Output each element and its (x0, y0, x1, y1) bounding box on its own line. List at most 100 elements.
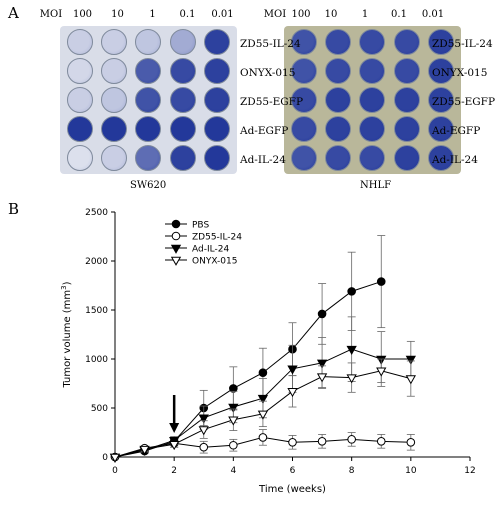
legend-label: ZD55-IL-24 (192, 233, 242, 243)
data-point (139, 445, 150, 455)
plate-well (203, 87, 230, 113)
plate-well (393, 58, 420, 84)
x-tick-label: 6 (290, 466, 296, 476)
panel-a-label: A (8, 4, 19, 22)
plate-well (325, 116, 352, 142)
plate-well (67, 145, 94, 171)
data-point (376, 437, 386, 446)
plate-well (291, 29, 318, 55)
data-point (228, 403, 239, 413)
data-point (347, 435, 356, 444)
moi-header-left: MOI 100 10 1 0.1 0.01 (37, 9, 240, 20)
plate-well (359, 87, 386, 113)
legend-marker (171, 231, 181, 241)
row-label: Ad-EGFP (432, 125, 481, 137)
y-tick-label: 0 (102, 453, 108, 463)
moi-label: MOI (39, 9, 63, 20)
moi-0.1: 0.1 (179, 9, 196, 20)
data-point (257, 394, 269, 405)
plate-well (427, 145, 454, 171)
data-point (287, 388, 298, 398)
moi-1: 1 (149, 9, 156, 20)
data-point (316, 359, 328, 369)
plate-well (291, 58, 318, 84)
moi-10: 10 (111, 9, 124, 20)
plate-well (393, 87, 420, 113)
plate-well (169, 58, 196, 84)
moi-header-right: MOI 100 10 1 0.1 0.01 (262, 9, 450, 20)
plate-well (203, 116, 230, 142)
data-point (346, 345, 357, 356)
moi-label: MOI (263, 9, 287, 20)
plate-well (325, 29, 352, 55)
data-point (198, 414, 209, 424)
row-label: Ad-IL-24 (240, 154, 286, 166)
row-label: ONYX-015 (240, 67, 296, 79)
plate-well (67, 116, 94, 142)
plate-well (101, 116, 128, 142)
x-axis-label: Time (weeks) (258, 484, 326, 495)
row-labels-right: ZD55-IL-24 ONYX-015 ZD55-EGFP Ad-EGFP Ad… (432, 30, 495, 175)
row-label: ZD55-IL-24 (240, 38, 301, 50)
moi-100: 100 (72, 9, 93, 20)
plate-well (101, 145, 128, 171)
legend-label: ONYX-015 (192, 257, 237, 267)
x-tick-label: 12 (464, 466, 475, 476)
plate-well (393, 116, 420, 142)
plate-well (169, 29, 196, 55)
data-point (258, 368, 268, 378)
plate-well (359, 58, 386, 84)
row-label: ONYX-015 (432, 67, 488, 79)
y-tick-label: 2000 (85, 257, 108, 267)
row-label: ZD55-EGFP (240, 96, 304, 108)
x-tick-label: 8 (349, 466, 355, 476)
plate-well (427, 58, 454, 84)
data-point (376, 367, 387, 377)
plate-well (359, 116, 386, 142)
plate-well (393, 145, 420, 171)
data-point (376, 277, 386, 286)
data-point (405, 375, 416, 385)
data-point (317, 437, 327, 446)
data-point (406, 438, 416, 447)
data-point (198, 426, 209, 436)
row-label: Ad-EGFP (240, 125, 289, 137)
plate-well (169, 87, 196, 113)
data-point (228, 416, 239, 426)
plate-well (427, 29, 454, 55)
plate-well (101, 58, 128, 84)
data-point (287, 365, 298, 375)
tumor-volume-chart: 0 2 4 6 8 10 12 0 500 1000 1500 2000 2500 Time (weeks… (60, 208, 476, 495)
y-axis-label: Tumor volume (mm3) (60, 281, 73, 388)
x-tick-label: 4 (230, 466, 236, 476)
plate-well (67, 87, 94, 113)
plate-well (427, 87, 454, 113)
moi-100: 100 (291, 9, 311, 20)
sw620-plate (60, 26, 237, 174)
plate-well (135, 145, 162, 171)
y-tick-label: 2500 (85, 208, 108, 218)
data-point (346, 374, 357, 384)
plate-well (101, 29, 128, 55)
panel-b-label: B (8, 200, 20, 218)
moi-10: 10 (324, 9, 338, 20)
plate-well (325, 58, 352, 84)
plate-well (67, 29, 94, 55)
plate-well (291, 145, 318, 171)
plate-well (359, 29, 386, 55)
legend-label: PBS (192, 221, 209, 231)
legend-marker (170, 256, 182, 266)
y-tick-label: 1500 (85, 306, 108, 316)
data-point (317, 309, 327, 319)
y-tick-label: 500 (91, 404, 108, 414)
plate-well (325, 145, 352, 171)
data-point (257, 410, 269, 420)
moi-0.1: 0.1 (391, 9, 407, 20)
plate-well (135, 58, 162, 84)
plate-well (169, 116, 196, 142)
plate-well (359, 145, 386, 171)
plate-well (427, 116, 454, 142)
plate-well (135, 116, 162, 142)
row-labels-left: ZD55-IL-24 ONYX-015 ZD55-EGFP Ad-EGFP Ad… (240, 30, 303, 175)
legend-marker (171, 219, 181, 229)
